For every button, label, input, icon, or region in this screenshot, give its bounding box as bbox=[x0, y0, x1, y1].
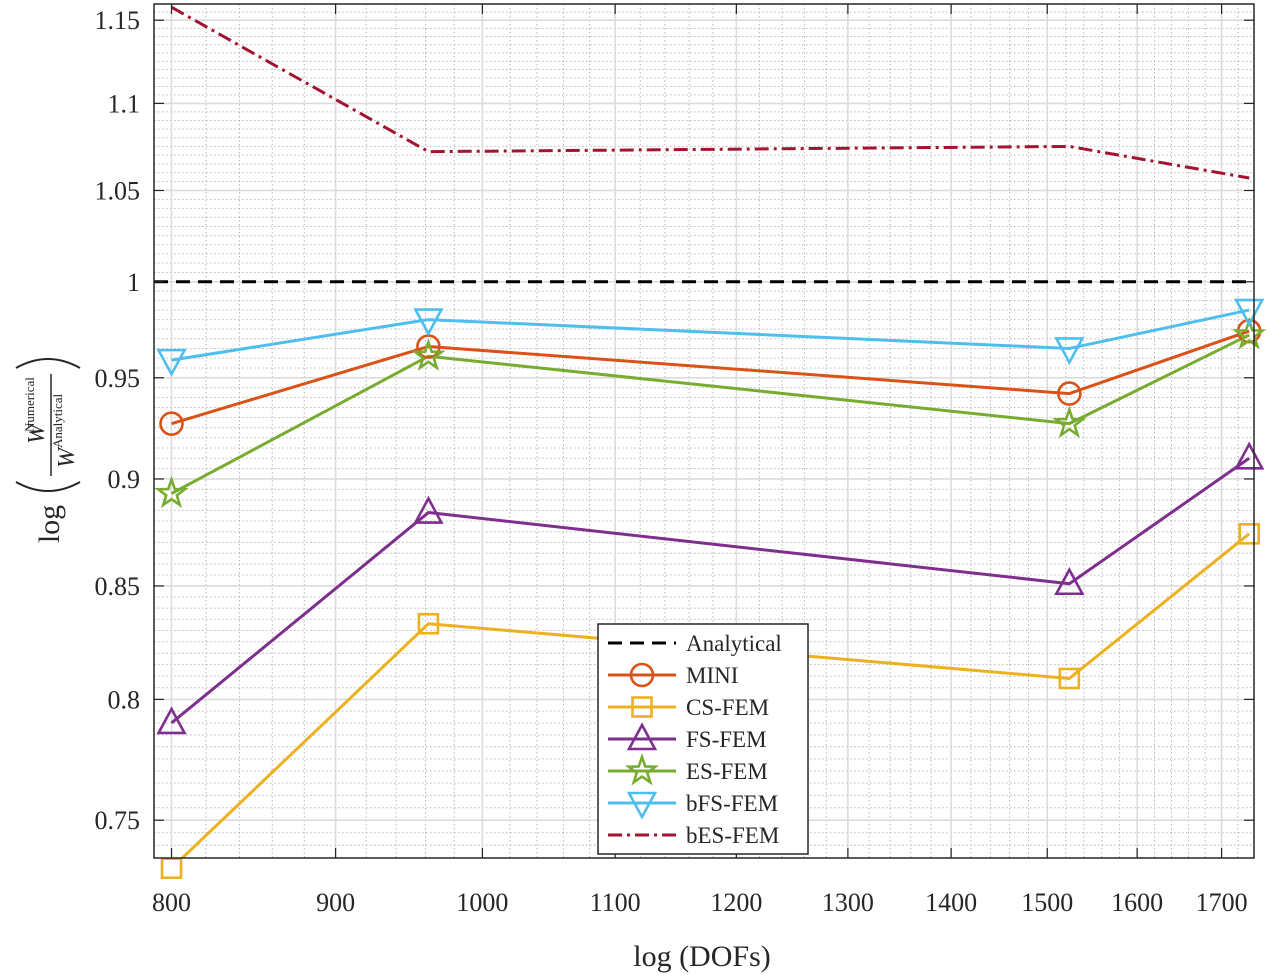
y-tick-label-1-15: 1.15 bbox=[95, 6, 141, 35]
legend-label-fs-fem: FS-FEM bbox=[686, 727, 767, 752]
marker-es-fem-1734 bbox=[1232, 316, 1267, 350]
legend-marker-fs-fem bbox=[626, 722, 658, 751]
plot-frame bbox=[153, 3, 1255, 859]
marker-fs-fem-1524 bbox=[1054, 567, 1085, 596]
legend: Analytical MINI CS-FEM FS-FEM ES-FEM bFS-FEM b… bbox=[597, 623, 809, 855]
series-line-es-fem bbox=[170, 333, 1250, 495]
y-axis-denominator-sup: Analytical bbox=[50, 393, 65, 448]
x-tick-label-1200: 1200 bbox=[710, 888, 762, 917]
y-axis-title: log W Numerical W Analytical bbox=[15, 358, 81, 543]
legend-label-analytical: Analytical bbox=[686, 631, 782, 656]
y-axis-title-prefix: log bbox=[33, 505, 66, 543]
legend-marker-cs-fem bbox=[631, 696, 653, 718]
y-tick-label-0-75: 0.75 bbox=[95, 806, 141, 835]
y-axis-numerator: W bbox=[24, 422, 50, 444]
marker-fs-fem-962 bbox=[413, 495, 444, 524]
marker-fs-fem-1734 bbox=[1234, 441, 1265, 470]
marker-layer bbox=[154, 298, 1267, 880]
legend-marker-bfs-fem bbox=[626, 791, 658, 820]
marker-bfs-fem-1524 bbox=[1054, 337, 1085, 366]
y-axis-numerator-sup: Numerical bbox=[22, 377, 37, 432]
marker-mini-1524 bbox=[1057, 381, 1082, 406]
legend-marker-es-fem bbox=[624, 753, 660, 786]
marker-bfs-fem-800 bbox=[156, 348, 187, 377]
series-line-fs-fem bbox=[170, 457, 1251, 725]
marker-cs-fem-962 bbox=[417, 612, 440, 635]
legend-marker-mini bbox=[629, 662, 655, 688]
marker-cs-fem-1734 bbox=[1238, 523, 1260, 545]
legend-label-mini: MINI bbox=[686, 663, 738, 688]
y-tick-label-0-9: 0.9 bbox=[108, 465, 141, 494]
y-tick-label-1-05: 1.05 bbox=[95, 176, 141, 205]
x-tick-label-800: 800 bbox=[152, 888, 191, 917]
y-tick-labels: 0.75 0.8 0.85 0.9 0.95 1 1.05 1.1 1.15 bbox=[95, 6, 141, 835]
y-axis-right-paren bbox=[15, 358, 81, 369]
x-tick-label-1600: 1600 bbox=[1111, 888, 1163, 917]
y-tick-label-0-85: 0.85 bbox=[95, 572, 141, 601]
x-tick-label-1700: 1700 bbox=[1196, 888, 1248, 917]
x-tick-label-1100: 1100 bbox=[590, 888, 641, 917]
marker-mini-800 bbox=[159, 411, 184, 436]
y-tick-label-1-1: 1.1 bbox=[108, 89, 141, 118]
y-tick-label-1: 1 bbox=[127, 268, 140, 297]
series-line-mini bbox=[171, 329, 1250, 426]
x-tick-label-900: 900 bbox=[316, 888, 355, 917]
marker-bfs-fem-1734 bbox=[1234, 298, 1265, 327]
marker-es-fem-1524 bbox=[1052, 405, 1087, 439]
x-axis-title: log (DOFs) bbox=[633, 940, 771, 973]
series-line-bfs-fem bbox=[171, 308, 1250, 362]
y-axis-denominator: W bbox=[54, 446, 80, 468]
legend-items: Analytical MINI CS-FEM FS-FEM ES-FEM bFS-FEM b… bbox=[608, 631, 782, 848]
y-tick-label-0-8: 0.8 bbox=[108, 685, 141, 714]
legend-label-bes-fem: bES-FEM bbox=[686, 823, 779, 848]
x-tick-label-1300: 1300 bbox=[822, 888, 874, 917]
marker-es-fem-962 bbox=[411, 338, 446, 371]
legend-label-es-fem: ES-FEM bbox=[686, 759, 768, 784]
y-axis-left-paren bbox=[15, 481, 81, 492]
x-tick-label-1000: 1000 bbox=[456, 888, 508, 917]
x-tick-label-1400: 1400 bbox=[925, 888, 977, 917]
marker-es-fem-800 bbox=[154, 475, 189, 509]
legend-label-bfs-fem: bFS-FEM bbox=[686, 791, 778, 816]
marker-bfs-fem-962 bbox=[413, 308, 444, 337]
series-line-bes-fem bbox=[170, 5, 1250, 180]
marker-fs-fem-800 bbox=[156, 706, 187, 735]
minor-grid bbox=[154, 4, 1254, 858]
x-tick-labels: 800 900 1000 1100 1200 1300 1400 1500 1600 1700 bbox=[152, 888, 1248, 917]
y-tick-label-0-95: 0.95 bbox=[95, 364, 141, 393]
legend-label-cs-fem: CS-FEM bbox=[686, 695, 769, 720]
marker-cs-fem-1524 bbox=[1058, 667, 1081, 690]
major-grid bbox=[154, 4, 1254, 858]
x-tick-label-1500: 1500 bbox=[1021, 888, 1073, 917]
